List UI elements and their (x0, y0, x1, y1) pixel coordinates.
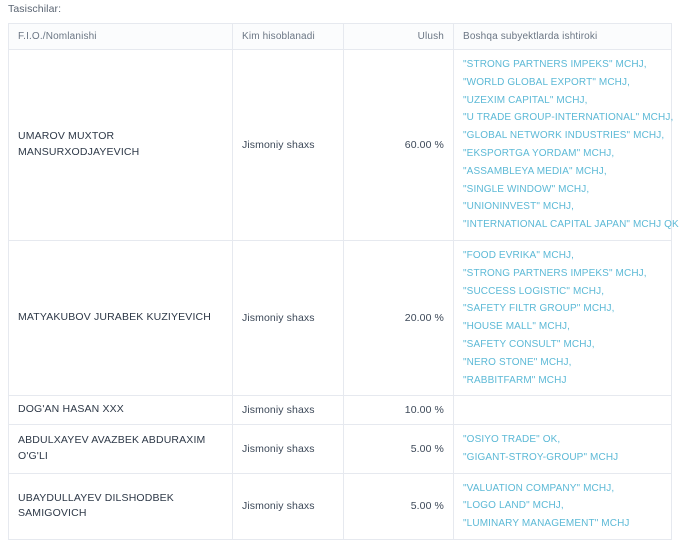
cell-founder-type: Jismoniy shaxs (232, 424, 344, 474)
cell-founder-type: Jismoniy shaxs (232, 395, 344, 426)
table-header: F.I.O./Nomlanishi Kim hisoblanadi Ulush … (8, 23, 672, 50)
other-entity-link[interactable]: "OSIYO TRADE" OK, (463, 434, 561, 446)
founders-table: F.I.O./Nomlanishi Kim hisoblanadi Ulush … (8, 23, 679, 541)
cell-founder-name: MATYAKUBOV JURABEK KUZIYEVICH (8, 239, 233, 397)
cell-other-participations: "STRONG PARTNERS IMPEKS" MCHJ, "WORLD GLO… (453, 49, 679, 241)
other-entity-link[interactable]: "STRONG PARTNERS IMPEKS" MCHJ, (463, 267, 647, 279)
other-entity-link[interactable]: "LUMINARY MANAGEMENT" MCHJ (463, 518, 630, 530)
other-entity-link[interactable]: "GLOBAL NETWORK INDUSTRIES" MCHJ, (463, 130, 665, 142)
cell-founder-share: 20.00 % (343, 239, 454, 397)
other-entity-link[interactable]: "ASSAMBLEYA MEDIA" MCHJ, (463, 165, 607, 177)
column-header-name[interactable]: F.I.O./Nomlanishi (8, 23, 233, 50)
table-row: ABDULXAYEV AVAZBEK ABDURAXIM O'G'LI Jismo… (8, 424, 672, 474)
cell-founder-type: Jismoniy shaxs (232, 239, 344, 397)
other-entity-link[interactable]: "GIGANT-STROY-GROUP" MCHJ (463, 451, 619, 463)
cell-other-participations: "OSIYO TRADE" OK, "GIGANT-STROY-GROUP" MC… (453, 424, 672, 474)
founders-table-wrapper: F.I.O./Nomlanishi Kim hisoblanadi Ulush … (8, 23, 679, 541)
other-entity-link[interactable]: "UNIONINVEST" MCHJ, (463, 201, 575, 213)
cell-founder-share: 5.00 % (343, 472, 454, 541)
other-entity-link[interactable]: "LOGO LAND" MCHJ, (463, 500, 564, 512)
table-row: UMAROV MUXTOR MANSURXODJAYEVICH Jismoniy … (8, 49, 679, 241)
other-entity-link[interactable]: "FOOD EVRIKA" MCHJ, (463, 249, 575, 261)
other-entity-link[interactable]: "SINGLE WINDOW" MCHJ, (463, 183, 590, 195)
other-entity-link[interactable]: "STRONG PARTNERS IMPEKS" MCHJ, (463, 59, 647, 70)
cell-founder-share: 60.00 % (343, 49, 454, 241)
other-entity-link[interactable]: "EKSPORTGA YORDAM" MCHJ, (463, 147, 615, 159)
other-entity-link[interactable]: "HOUSE MALL" MCHJ, (463, 321, 571, 333)
cell-founder-share: 5.00 % (343, 424, 454, 474)
cell-other-participations: "VALUATION COMPANY" MCHJ, "LOGO LAND" MCH… (453, 472, 672, 541)
other-entity-link[interactable]: "INTERNATIONAL CAPITAL JAPAN" MCHJ QK (463, 219, 679, 231)
cell-other-participations (453, 395, 672, 426)
cell-founder-name: ABDULXAYEV AVAZBEK ABDURAXIM O'G'LI (8, 424, 233, 474)
table-body: UMAROV MUXTOR MANSURXODJAYEVICH Jismoniy … (8, 49, 679, 541)
other-entity-link[interactable]: "SUCCESS LOGISTIC" MCHJ, (463, 285, 605, 297)
cell-founder-share: 10.00 % (343, 395, 454, 426)
cell-founder-type: Jismoniy shaxs (232, 49, 344, 241)
cell-founder-name: UMAROV MUXTOR MANSURXODJAYEVICH (8, 49, 233, 241)
cell-founder-name: UBAYDULLAYEV DILSHODBEK SAMIGOVICH (8, 472, 233, 541)
other-entity-link[interactable]: "UZEXIM CAPITAL" MCHJ, (463, 94, 588, 106)
other-entity-link[interactable]: "WORLD GLOBAL EXPORT" MCHJ, (463, 76, 631, 88)
other-entity-link[interactable]: "RABBITFARM" MCHJ (463, 374, 567, 386)
column-header-share[interactable]: Ulush (343, 23, 454, 50)
other-entity-link[interactable]: "VALUATION COMPANY" MCHJ, (463, 482, 615, 494)
other-entity-link[interactable]: "NERO STONE" MCHJ, (463, 356, 572, 368)
table-header-row: F.I.O./Nomlanishi Kim hisoblanadi Ulush … (8, 23, 672, 50)
table-row: MATYAKUBOV JURABEK KUZIYEVICH Jismoniy sh… (8, 239, 672, 397)
other-entity-link[interactable]: "SAFETY CONSULT" MCHJ, (463, 338, 595, 350)
cell-other-participations: "FOOD EVRIKA" MCHJ, "STRONG PARTNERS IMPE… (453, 239, 672, 397)
cell-founder-type: Jismoniy shaxs (232, 472, 344, 541)
cell-founder-name: DOG'AN HASAN XXX (8, 395, 233, 426)
table-row: DOG'AN HASAN XXX Jismoniy shaxs 10.00 % (8, 395, 672, 426)
other-entity-link[interactable]: "SAFETY FILTR GROUP" MCHJ, (463, 303, 615, 315)
section-label: Tasischilar: (8, 3, 62, 15)
column-header-type[interactable]: Kim hisoblanadi (232, 23, 344, 50)
column-header-other[interactable]: Boshqa subyektlarda ishtiroki (453, 23, 672, 50)
table-row: UBAYDULLAYEV DILSHODBEK SAMIGOVICH Jismon… (8, 472, 672, 541)
other-entity-link[interactable]: "U TRADE GROUP-INTERNATIONAL" MCHJ, (463, 112, 674, 124)
